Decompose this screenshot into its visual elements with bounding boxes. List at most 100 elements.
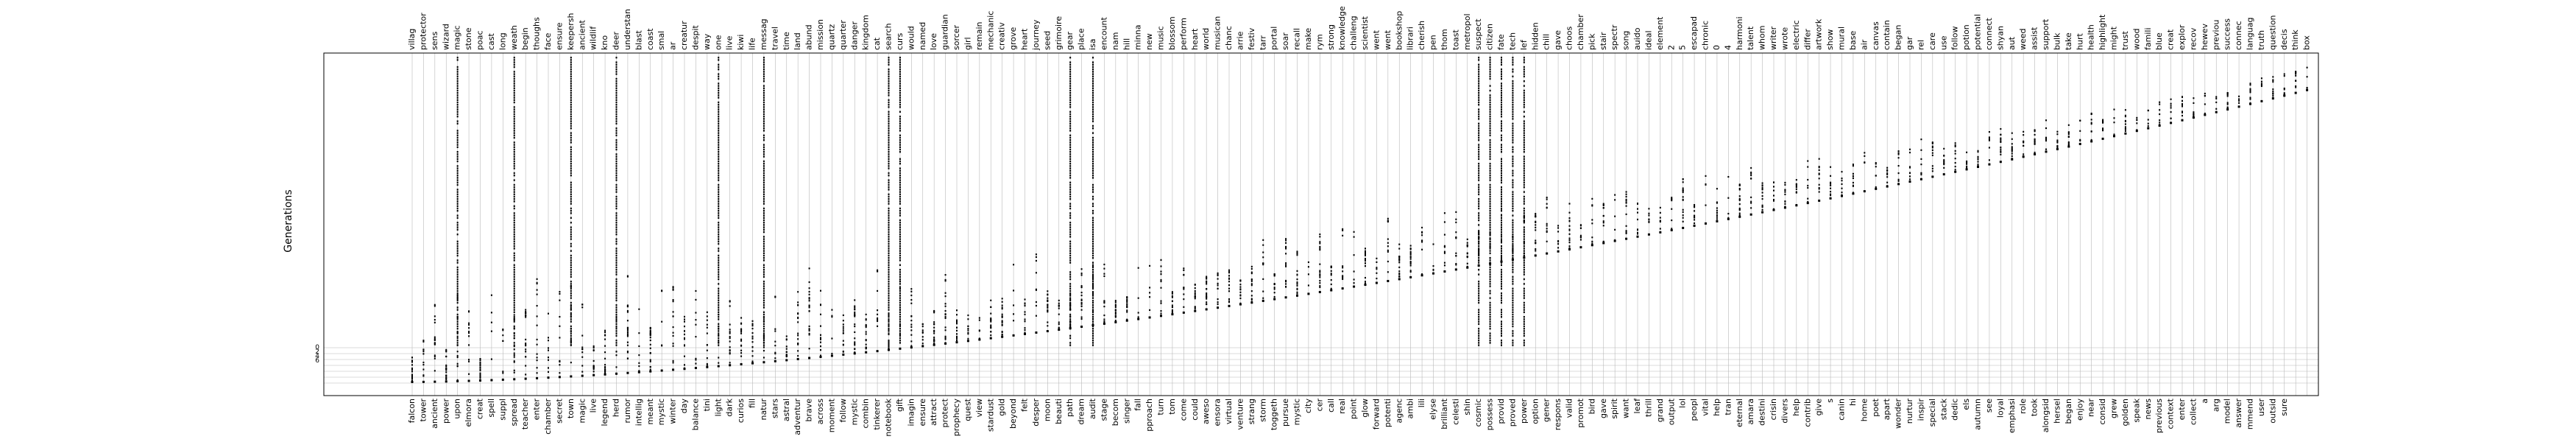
data-point — [808, 306, 810, 309]
top-tick-label: think — [2290, 29, 2300, 50]
data-point — [1250, 284, 1253, 287]
data-point — [2113, 135, 2115, 138]
data-point — [762, 281, 765, 283]
data-point — [536, 278, 538, 280]
data-point — [570, 69, 572, 71]
data-point — [434, 337, 436, 340]
data-point — [990, 334, 992, 337]
data-point — [456, 97, 459, 99]
top-tick-label: face — [543, 32, 553, 50]
data-point — [1875, 166, 1877, 168]
data-point — [1489, 262, 1492, 265]
data-point — [1387, 238, 1389, 240]
data-point — [718, 222, 720, 224]
data-point — [899, 186, 901, 189]
data-point — [751, 350, 754, 352]
data-point — [796, 357, 799, 360]
data-point — [751, 337, 754, 340]
data-point — [638, 345, 640, 348]
bottom-tick-label: began — [2064, 399, 2073, 424]
data-point — [1092, 304, 1094, 306]
data-point — [1501, 99, 1502, 101]
data-point — [570, 320, 572, 323]
top-tick-label: lef — [1519, 39, 1529, 50]
data-point — [1092, 320, 1094, 323]
data-point — [888, 186, 890, 189]
data-point — [570, 203, 572, 205]
data-point — [1501, 238, 1502, 240]
data-point — [626, 357, 629, 359]
data-point — [525, 343, 527, 346]
data-point — [1069, 304, 1072, 306]
data-point — [1523, 92, 1525, 94]
data-point — [456, 318, 459, 320]
data-point — [1512, 297, 1514, 299]
data-point — [888, 323, 890, 325]
data-point — [1841, 192, 1843, 194]
data-point — [558, 376, 561, 379]
data-point — [1988, 163, 1991, 166]
data-point — [2011, 158, 2014, 161]
data-point — [899, 89, 901, 92]
data-point — [1069, 298, 1072, 301]
data-point — [1228, 284, 1230, 287]
data-point — [1546, 228, 1548, 230]
data-point — [1512, 344, 1514, 346]
data-point — [1466, 238, 1468, 240]
data-point — [570, 250, 572, 252]
data-point — [820, 313, 821, 315]
data-point — [1512, 179, 1514, 181]
data-point — [899, 110, 901, 113]
data-point — [445, 380, 447, 383]
data-point — [1478, 124, 1480, 127]
data-point — [854, 337, 856, 340]
data-point — [1523, 262, 1525, 264]
data-point — [2067, 136, 2070, 138]
data-point — [762, 151, 765, 153]
data-point — [1103, 300, 1105, 303]
data-point — [570, 234, 572, 236]
data-point — [1114, 315, 1117, 318]
data-point — [762, 357, 765, 359]
data-point — [1285, 239, 1287, 242]
data-point — [513, 101, 515, 104]
top-tick-label: seed — [1042, 31, 1052, 50]
data-point — [888, 332, 890, 334]
data-point — [1478, 257, 1480, 259]
bottom-tick-label: emphasi — [2007, 399, 2017, 433]
data-point — [513, 281, 515, 283]
data-point — [2045, 136, 2047, 138]
data-point — [2295, 86, 2297, 88]
data-point — [1478, 63, 1480, 66]
data-point — [978, 329, 980, 332]
data-point — [615, 146, 618, 148]
bottom-tick-label: context — [2166, 398, 2176, 429]
data-point — [615, 231, 618, 234]
data-point — [548, 357, 549, 359]
data-point — [456, 169, 459, 172]
top-tick-label: potential — [1973, 14, 1983, 50]
data-point — [2238, 99, 2240, 102]
data-point — [1579, 224, 1582, 226]
data-point — [2170, 122, 2173, 124]
data-point — [899, 283, 901, 285]
top-tick-label: perform — [1178, 18, 1188, 50]
data-point — [456, 309, 459, 311]
data-point — [1568, 247, 1571, 249]
data-point — [1512, 325, 1514, 328]
data-point — [626, 320, 629, 322]
data-point — [513, 378, 516, 381]
data-point — [1069, 169, 1072, 172]
data-point — [1591, 204, 1593, 206]
data-point — [1489, 297, 1491, 299]
data-point — [2147, 122, 2149, 124]
top-tick-label: journey — [1031, 19, 1041, 51]
data-point — [718, 92, 720, 94]
data-point — [1092, 163, 1094, 165]
data-point — [1523, 216, 1525, 218]
data-point — [1773, 181, 1774, 183]
data-point — [854, 343, 856, 345]
data-point — [2226, 92, 2229, 94]
data-point — [718, 191, 720, 193]
data-point — [706, 365, 709, 368]
